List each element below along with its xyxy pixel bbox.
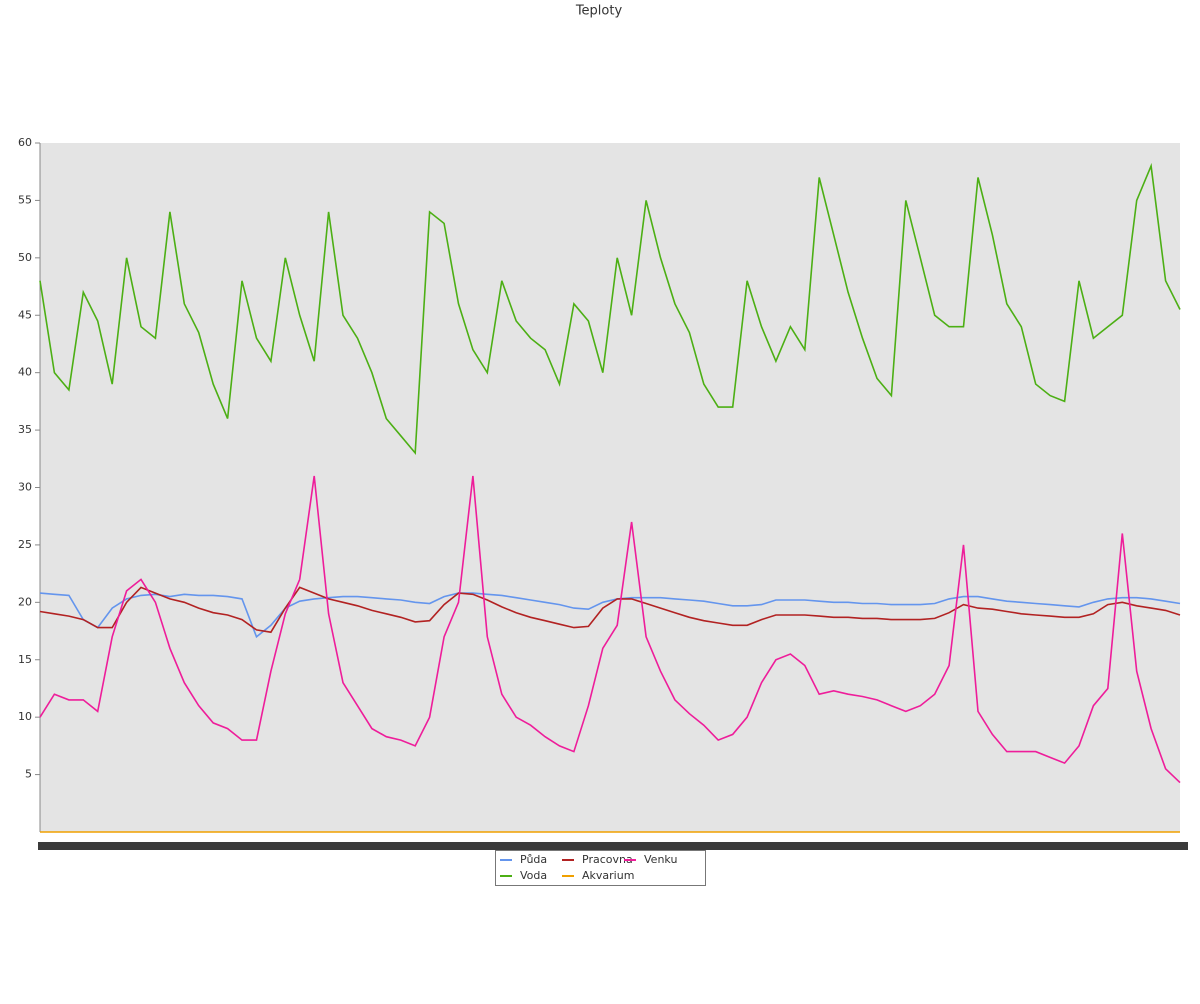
y-tick-label: 50 <box>18 251 32 264</box>
y-tick-label: 55 <box>18 193 32 206</box>
legend-label: Akvarium <box>582 869 634 882</box>
legend-label: Venku <box>644 853 677 866</box>
y-tick-label: 35 <box>18 423 32 436</box>
y-tick-label: 5 <box>25 768 32 781</box>
legend-label: Voda <box>520 869 547 882</box>
y-tick-label: 60 <box>18 136 32 149</box>
y-tick-label: 25 <box>18 538 32 551</box>
series-line <box>39 586 1181 634</box>
x-axis-labels-smudge <box>38 842 1188 850</box>
series-line <box>39 162 1181 456</box>
legend-box <box>495 850 706 886</box>
chart-title: Teploty <box>575 4 623 19</box>
plot-area <box>40 143 1180 832</box>
y-tick-label: 15 <box>18 653 32 666</box>
legend-label: Půda <box>520 853 547 866</box>
series-line <box>39 475 1181 784</box>
y-tick-label: 45 <box>18 308 32 321</box>
y-tick-label: 20 <box>18 595 32 608</box>
legend-label: Pracovna <box>582 853 633 866</box>
y-tick-label: 40 <box>18 366 32 379</box>
series-line <box>39 592 1181 639</box>
y-tick-label: 10 <box>18 710 32 723</box>
y-tick-label: 30 <box>18 481 32 494</box>
